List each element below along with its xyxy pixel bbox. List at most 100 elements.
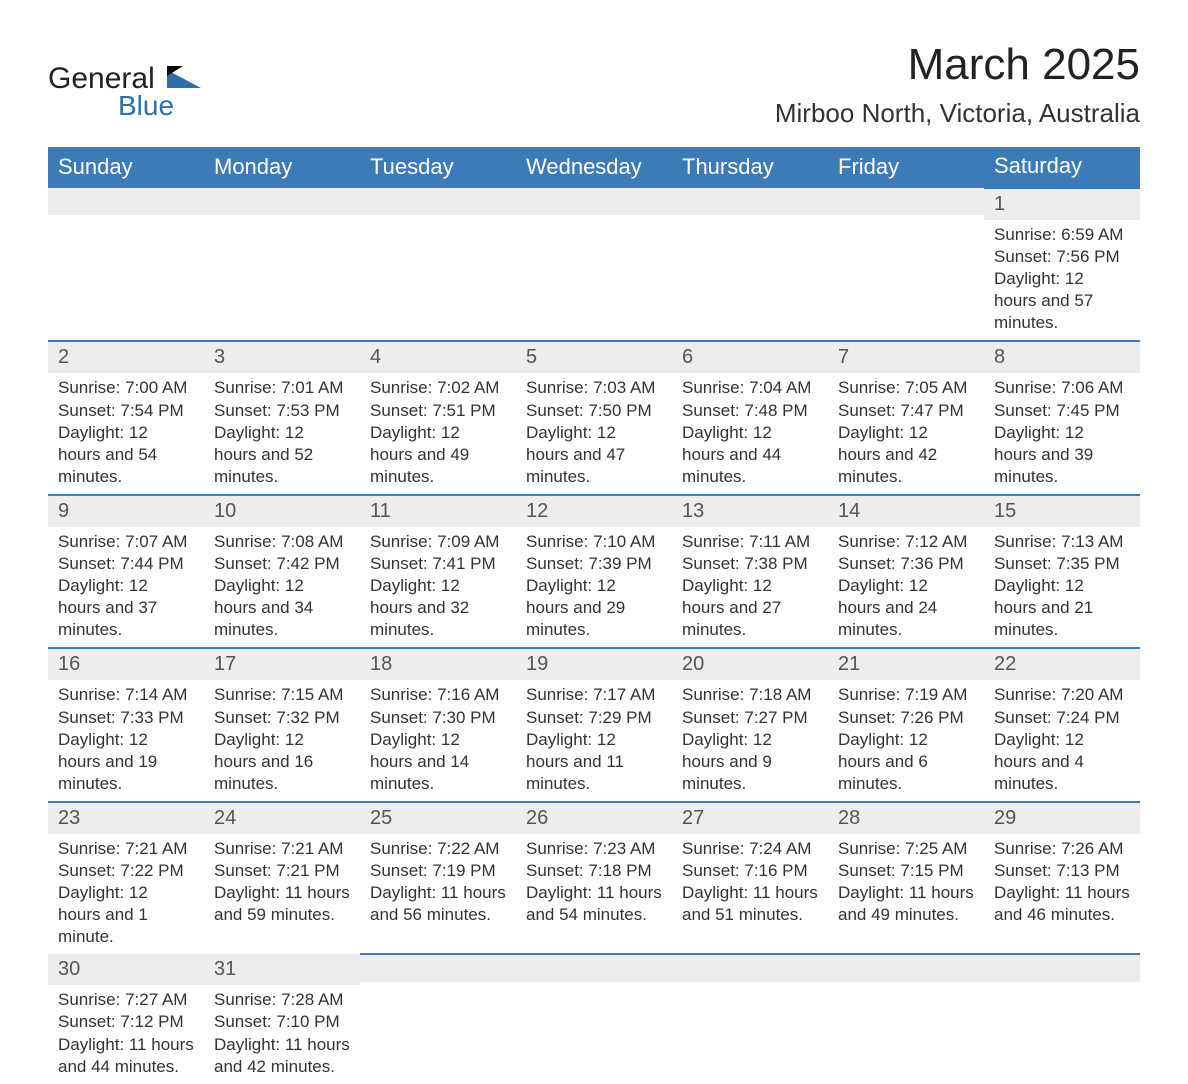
day-number: 9	[48, 496, 204, 527]
calendar-cell: 21Sunrise: 7:19 AMSunset: 7:26 PMDayligh…	[828, 648, 984, 801]
calendar-cell	[984, 954, 1140, 1083]
day-number: 25	[360, 803, 516, 834]
day-data: Sunrise: 7:06 AMSunset: 7:45 PMDaylight:…	[984, 373, 1140, 493]
calendar-cell: 24Sunrise: 7:21 AMSunset: 7:21 PMDayligh…	[204, 802, 360, 954]
day-data: Sunrise: 7:10 AMSunset: 7:39 PMDaylight:…	[516, 527, 672, 647]
day-data: Sunrise: 7:05 AMSunset: 7:47 PMDaylight:…	[828, 373, 984, 493]
sunset-text: Sunset: 7:10 PM	[214, 1011, 350, 1033]
day-number: 10	[204, 496, 360, 527]
day-number: 16	[48, 649, 204, 680]
sunset-text: Sunset: 7:36 PM	[838, 553, 974, 575]
day-number: 15	[984, 496, 1140, 527]
sunset-text: Sunset: 7:48 PM	[682, 400, 818, 422]
sunset-text: Sunset: 7:45 PM	[994, 400, 1130, 422]
sunrise-calendar-page: General Blue March 2025 Mirboo North, Vi…	[0, 0, 1188, 918]
sunrise-text: Sunrise: 7:06 AM	[994, 377, 1130, 399]
sunset-text: Sunset: 7:47 PM	[838, 400, 974, 422]
sunset-text: Sunset: 7:32 PM	[214, 707, 350, 729]
sunset-text: Sunset: 7:27 PM	[682, 707, 818, 729]
calendar-cell	[204, 188, 360, 341]
daylight-text: Daylight: 12 hours and 21 minutes.	[994, 575, 1130, 641]
weekday-monday: Monday	[204, 147, 360, 188]
day-data: Sunrise: 7:27 AMSunset: 7:12 PMDaylight:…	[48, 985, 204, 1083]
day-data: Sunrise: 7:12 AMSunset: 7:36 PMDaylight:…	[828, 527, 984, 647]
day-number: 22	[984, 649, 1140, 680]
sunrise-text: Sunrise: 7:08 AM	[214, 531, 350, 553]
sunrise-text: Sunrise: 7:19 AM	[838, 684, 974, 706]
calendar-cell: 3Sunrise: 7:01 AMSunset: 7:53 PMDaylight…	[204, 341, 360, 494]
day-number: 23	[48, 803, 204, 834]
sunrise-text: Sunrise: 7:04 AM	[682, 377, 818, 399]
sunset-text: Sunset: 7:22 PM	[58, 860, 194, 882]
sunset-text: Sunset: 7:30 PM	[370, 707, 506, 729]
daylight-text: Daylight: 12 hours and 1 minute.	[58, 882, 194, 948]
day-data: Sunrise: 7:03 AMSunset: 7:50 PMDaylight:…	[516, 373, 672, 493]
sunset-text: Sunset: 7:15 PM	[838, 860, 974, 882]
sunset-text: Sunset: 7:38 PM	[682, 553, 818, 575]
daylight-text: Daylight: 12 hours and 29 minutes.	[526, 575, 662, 641]
sunrise-text: Sunrise: 7:24 AM	[682, 838, 818, 860]
sunset-text: Sunset: 7:41 PM	[370, 553, 506, 575]
day-data: Sunrise: 7:26 AMSunset: 7:13 PMDaylight:…	[984, 834, 1140, 932]
sunrise-text: Sunrise: 7:03 AM	[526, 377, 662, 399]
day-number: 21	[828, 649, 984, 680]
daylight-text: Daylight: 12 hours and 49 minutes.	[370, 422, 506, 488]
empty-day	[984, 955, 1140, 982]
day-number: 18	[360, 649, 516, 680]
sunrise-text: Sunrise: 7:25 AM	[838, 838, 974, 860]
day-data: Sunrise: 7:04 AMSunset: 7:48 PMDaylight:…	[672, 373, 828, 493]
calendar-cell: 17Sunrise: 7:15 AMSunset: 7:32 PMDayligh…	[204, 648, 360, 801]
day-data: Sunrise: 7:01 AMSunset: 7:53 PMDaylight:…	[204, 373, 360, 493]
calendar-cell: 1Sunrise: 6:59 AMSunset: 7:56 PMDaylight…	[984, 188, 1140, 341]
day-number: 7	[828, 342, 984, 373]
calendar-cell: 28Sunrise: 7:25 AMSunset: 7:15 PMDayligh…	[828, 802, 984, 954]
calendar-body: 1Sunrise: 6:59 AMSunset: 7:56 PMDaylight…	[48, 188, 1140, 1084]
daylight-text: Daylight: 12 hours and 47 minutes.	[526, 422, 662, 488]
daylight-text: Daylight: 12 hours and 6 minutes.	[838, 729, 974, 795]
brand-logo: General Blue	[48, 64, 201, 120]
empty-day	[360, 188, 516, 215]
calendar-cell	[516, 954, 672, 1083]
empty-day	[516, 188, 672, 215]
calendar-cell: 25Sunrise: 7:22 AMSunset: 7:19 PMDayligh…	[360, 802, 516, 954]
sunrise-text: Sunrise: 7:10 AM	[526, 531, 662, 553]
day-data: Sunrise: 7:07 AMSunset: 7:44 PMDaylight:…	[48, 527, 204, 647]
calendar-cell: 9Sunrise: 7:07 AMSunset: 7:44 PMDaylight…	[48, 495, 204, 648]
daylight-text: Daylight: 12 hours and 19 minutes.	[58, 729, 194, 795]
sunrise-text: Sunrise: 7:15 AM	[214, 684, 350, 706]
daylight-text: Daylight: 11 hours and 46 minutes.	[994, 882, 1130, 926]
sunset-text: Sunset: 7:16 PM	[682, 860, 818, 882]
sunset-text: Sunset: 7:39 PM	[526, 553, 662, 575]
daylight-text: Daylight: 11 hours and 59 minutes.	[214, 882, 350, 926]
day-number: 12	[516, 496, 672, 527]
empty-day	[828, 955, 984, 982]
sunrise-text: Sunrise: 6:59 AM	[994, 224, 1130, 246]
calendar-cell: 5Sunrise: 7:03 AMSunset: 7:50 PMDaylight…	[516, 341, 672, 494]
calendar-cell	[672, 954, 828, 1083]
sunrise-text: Sunrise: 7:02 AM	[370, 377, 506, 399]
sunrise-text: Sunrise: 7:01 AM	[214, 377, 350, 399]
calendar-cell	[828, 188, 984, 341]
calendar-cell: 19Sunrise: 7:17 AMSunset: 7:29 PMDayligh…	[516, 648, 672, 801]
sunrise-text: Sunrise: 7:23 AM	[526, 838, 662, 860]
sunrise-text: Sunrise: 7:18 AM	[682, 684, 818, 706]
calendar-cell: 20Sunrise: 7:18 AMSunset: 7:27 PMDayligh…	[672, 648, 828, 801]
sunrise-text: Sunrise: 7:09 AM	[370, 531, 506, 553]
location-subtitle: Mirboo North, Victoria, Australia	[775, 98, 1140, 129]
sunset-text: Sunset: 7:24 PM	[994, 707, 1130, 729]
weekday-tuesday: Tuesday	[360, 147, 516, 188]
day-number: 26	[516, 803, 672, 834]
empty-day	[828, 188, 984, 215]
daylight-text: Daylight: 12 hours and 39 minutes.	[994, 422, 1130, 488]
calendar-cell: 6Sunrise: 7:04 AMSunset: 7:48 PMDaylight…	[672, 341, 828, 494]
calendar-cell: 2Sunrise: 7:00 AMSunset: 7:54 PMDaylight…	[48, 341, 204, 494]
calendar-week: 9Sunrise: 7:07 AMSunset: 7:44 PMDaylight…	[48, 495, 1140, 648]
daylight-text: Daylight: 12 hours and 32 minutes.	[370, 575, 506, 641]
daylight-text: Daylight: 12 hours and 42 minutes.	[838, 422, 974, 488]
daylight-text: Daylight: 11 hours and 56 minutes.	[370, 882, 506, 926]
day-number: 1	[984, 189, 1140, 220]
calendar-cell: 10Sunrise: 7:08 AMSunset: 7:42 PMDayligh…	[204, 495, 360, 648]
calendar-week: 30Sunrise: 7:27 AMSunset: 7:12 PMDayligh…	[48, 954, 1140, 1083]
sunset-text: Sunset: 7:54 PM	[58, 400, 194, 422]
sunrise-text: Sunrise: 7:13 AM	[994, 531, 1130, 553]
